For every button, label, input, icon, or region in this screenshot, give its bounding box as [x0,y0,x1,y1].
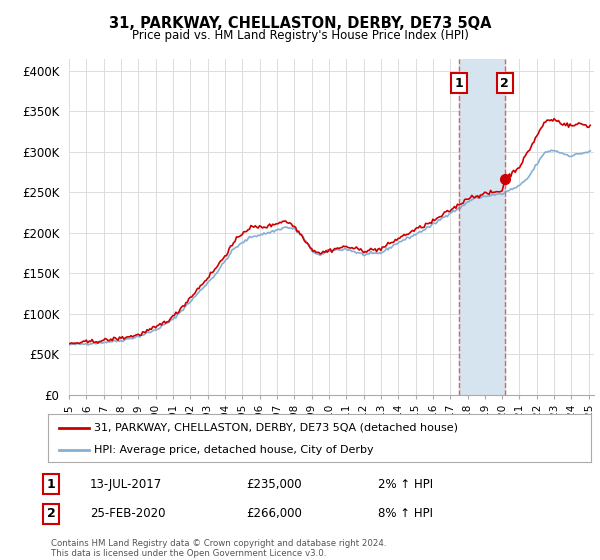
Text: Contains HM Land Registry data © Crown copyright and database right 2024.
This d: Contains HM Land Registry data © Crown c… [51,539,386,558]
Text: 2% ↑ HPI: 2% ↑ HPI [378,478,433,491]
Text: Price paid vs. HM Land Registry's House Price Index (HPI): Price paid vs. HM Land Registry's House … [131,29,469,42]
Text: 13-JUL-2017: 13-JUL-2017 [90,478,162,491]
Text: 31, PARKWAY, CHELLASTON, DERBY, DE73 5QA (detached house): 31, PARKWAY, CHELLASTON, DERBY, DE73 5QA… [94,423,458,433]
Text: £266,000: £266,000 [246,507,302,520]
Text: 25-FEB-2020: 25-FEB-2020 [90,507,166,520]
Bar [460,59,505,395]
Text: 8% ↑ HPI: 8% ↑ HPI [378,507,433,520]
Text: 1: 1 [455,77,464,90]
Text: 31, PARKWAY, CHELLASTON, DERBY, DE73 5QA: 31, PARKWAY, CHELLASTON, DERBY, DE73 5QA [109,16,491,31]
Text: 2: 2 [47,507,55,520]
Text: 1: 1 [47,478,55,491]
Text: £235,000: £235,000 [246,478,302,491]
Text: 2: 2 [500,77,509,90]
Text: HPI: Average price, detached house, City of Derby: HPI: Average price, detached house, City… [94,445,374,455]
